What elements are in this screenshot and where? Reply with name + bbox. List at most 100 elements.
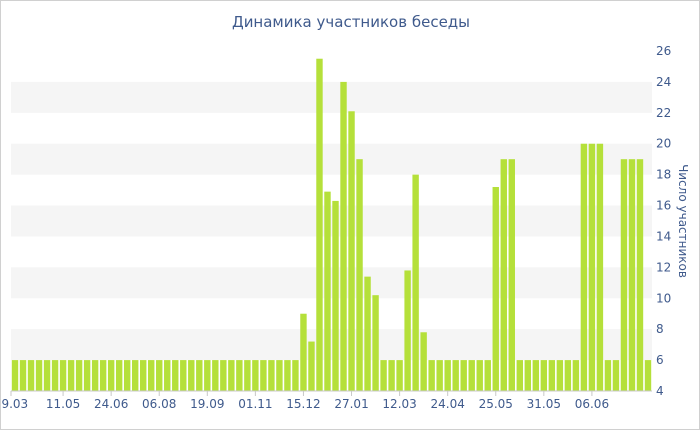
bar[interactable] <box>580 143 588 391</box>
bar[interactable] <box>140 360 147 391</box>
bar[interactable] <box>188 360 195 391</box>
grid-band <box>11 267 652 299</box>
bar[interactable] <box>220 360 227 391</box>
x-tick-label: 01.11 <box>238 397 272 411</box>
bar[interactable] <box>572 360 580 391</box>
bar[interactable] <box>412 174 419 391</box>
bar[interactable] <box>83 360 91 391</box>
bar[interactable] <box>556 360 564 391</box>
x-tick-label: 31.05 <box>527 397 561 411</box>
bar[interactable] <box>308 341 315 391</box>
bar[interactable] <box>204 360 211 391</box>
bar[interactable] <box>27 360 35 391</box>
bar[interactable] <box>364 276 371 391</box>
bar[interactable] <box>540 360 548 391</box>
x-tick-label: 19.09 <box>190 397 224 411</box>
bar[interactable] <box>252 360 259 391</box>
bar[interactable] <box>596 143 604 391</box>
bar[interactable] <box>516 360 523 391</box>
bar[interactable] <box>276 360 283 391</box>
x-tick-label: 06.08 <box>142 397 176 411</box>
bar[interactable] <box>452 360 459 391</box>
bar[interactable] <box>588 143 596 391</box>
bar[interactable] <box>492 187 499 391</box>
y-tick-label: 10 <box>656 291 671 305</box>
bar[interactable] <box>340 81 347 391</box>
bar[interactable] <box>19 360 27 391</box>
bar[interactable] <box>460 360 467 391</box>
bar[interactable] <box>564 360 572 391</box>
bar[interactable] <box>107 360 115 391</box>
bar[interactable] <box>284 360 291 391</box>
bar[interactable] <box>148 360 155 391</box>
bar[interactable] <box>260 360 267 391</box>
y-axis-ticks: 4 6 8 10 12 14 16 18 20 22 24 26 <box>656 44 671 398</box>
bar[interactable] <box>468 360 475 391</box>
bar[interactable] <box>99 360 107 391</box>
bar[interactable] <box>532 360 540 391</box>
bar[interactable] <box>300 313 307 391</box>
grid-band <box>11 205 652 237</box>
bar[interactable] <box>420 332 427 391</box>
bar[interactable] <box>524 360 532 391</box>
bar[interactable] <box>332 200 339 391</box>
bar[interactable] <box>75 360 83 391</box>
bar[interactable] <box>236 360 243 391</box>
bar[interactable] <box>43 360 51 391</box>
bar[interactable] <box>644 360 652 391</box>
bar[interactable] <box>428 360 435 391</box>
x-tick-label: 24.06 <box>94 397 128 411</box>
bar[interactable] <box>436 360 443 391</box>
bar[interactable] <box>172 360 179 391</box>
bar[interactable] <box>636 159 644 391</box>
bar[interactable] <box>380 360 387 391</box>
bar[interactable] <box>404 270 411 391</box>
bar[interactable] <box>508 159 515 391</box>
bar[interactable] <box>59 360 67 391</box>
bar[interactable] <box>348 111 355 391</box>
bar[interactable] <box>612 360 620 391</box>
x-tick-label: 15.12 <box>286 397 320 411</box>
bar[interactable] <box>11 360 19 391</box>
bar[interactable] <box>115 360 123 391</box>
bar[interactable] <box>372 295 379 391</box>
bar[interactable] <box>35 360 43 391</box>
bar[interactable] <box>444 360 451 391</box>
bar[interactable] <box>396 360 403 391</box>
bar[interactable] <box>196 360 203 391</box>
bar[interactable] <box>316 58 323 392</box>
bar[interactable] <box>620 159 628 391</box>
bar[interactable] <box>548 360 556 391</box>
bar[interactable] <box>628 159 636 391</box>
bar[interactable] <box>228 360 235 391</box>
y-tick-label: 20 <box>656 137 671 151</box>
bar[interactable] <box>484 360 491 391</box>
bar[interactable] <box>212 360 219 391</box>
bar[interactable] <box>91 360 99 391</box>
bar[interactable] <box>476 360 483 391</box>
bar[interactable] <box>500 159 507 391</box>
bar[interactable] <box>67 360 75 391</box>
x-axis-ticks: 29.03 11.05 24.06 06.08 19.09 01.11 15.12 27.01… <box>1 391 609 411</box>
bar[interactable] <box>244 360 251 391</box>
bar[interactable] <box>123 360 131 391</box>
bar[interactable] <box>51 360 59 391</box>
y-tick-label: 4 <box>656 384 664 398</box>
bar[interactable] <box>131 360 139 391</box>
bar[interactable] <box>292 360 299 391</box>
y-tick-label: 22 <box>656 106 671 120</box>
bar[interactable] <box>324 191 331 391</box>
grid-band <box>11 329 652 361</box>
bar[interactable] <box>388 360 395 391</box>
bar[interactable] <box>604 360 612 391</box>
bar[interactable] <box>164 360 171 391</box>
x-tick-label: 11.05 <box>46 397 80 411</box>
bar[interactable] <box>156 360 163 391</box>
bar[interactable] <box>268 360 275 391</box>
bar[interactable] <box>180 360 187 391</box>
y-tick-label: 24 <box>656 75 671 89</box>
y-tick-label: 16 <box>656 199 671 213</box>
bar[interactable] <box>356 159 363 391</box>
y-tick-label: 18 <box>656 168 671 182</box>
